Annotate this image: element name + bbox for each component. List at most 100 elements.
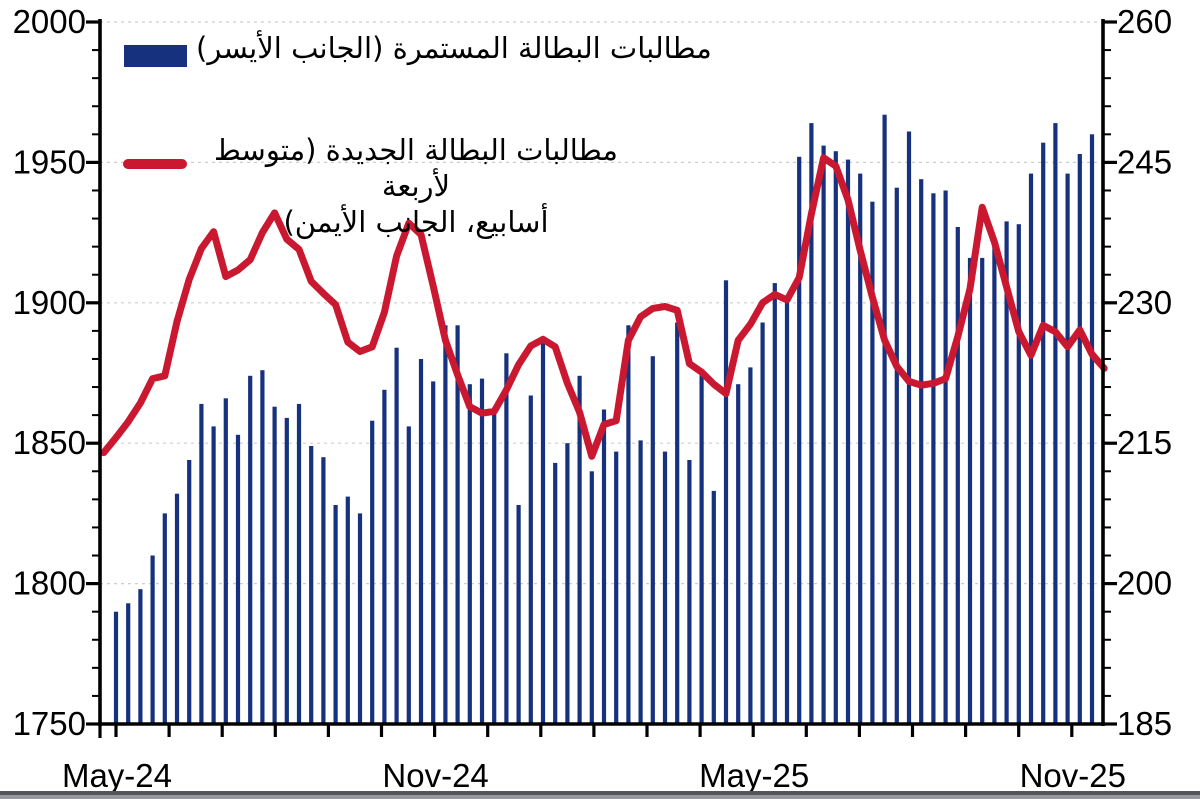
- bar: [357, 513, 363, 724]
- gridlines: [100, 21, 1103, 585]
- initial-claims-legend-label: مطالبات البطالة الجديدة (متوسط لأربعة أس…: [190, 132, 642, 240]
- bar: [638, 440, 643, 724]
- bar: [235, 434, 241, 724]
- bar: [821, 145, 826, 725]
- bar: [955, 227, 960, 724]
- bar: [882, 114, 887, 724]
- right-tick-label: 230: [1117, 284, 1172, 321]
- bar: [1077, 154, 1082, 724]
- x-tick-label: Nov-24: [382, 757, 488, 794]
- bar: [1065, 173, 1070, 725]
- bar: [858, 173, 863, 725]
- bar: [614, 451, 619, 724]
- bar: [296, 403, 302, 724]
- bar: [1004, 221, 1009, 724]
- bar: [906, 131, 912, 724]
- bar: [833, 151, 838, 724]
- x-tick-label: May-25: [699, 757, 809, 794]
- bar: [223, 398, 228, 724]
- bar: [345, 496, 350, 724]
- continuing-claims-bar-swatch: [124, 45, 187, 67]
- bar: [797, 156, 802, 725]
- bar: [187, 460, 192, 724]
- bar: [784, 300, 790, 724]
- bar: [382, 389, 387, 724]
- left-tick-label: 1850: [13, 424, 86, 461]
- bar: [1041, 142, 1046, 724]
- right-axis-tick-labels: 185 200 215 230 245 260: [1117, 3, 1172, 742]
- bar: [1053, 123, 1058, 725]
- bar: [321, 457, 326, 724]
- bar: [748, 367, 753, 724]
- bar: [992, 246, 997, 724]
- initial-claims-legend-line2: أسابيع، الجانب الأيمن): [283, 205, 549, 239]
- initial-claims-line-swatch: [123, 159, 187, 169]
- bar: [150, 555, 155, 724]
- bar: [760, 322, 765, 724]
- bar: [199, 403, 204, 724]
- bar: [540, 336, 546, 724]
- left-tick-label: 1800: [13, 565, 86, 602]
- bar: [894, 187, 899, 724]
- bar: [1089, 134, 1095, 725]
- right-tick-label: 260: [1117, 3, 1172, 40]
- bar: [662, 451, 668, 724]
- bar: [931, 193, 936, 725]
- bar: [479, 378, 485, 724]
- bar: [126, 603, 131, 724]
- bar: [650, 356, 655, 724]
- bar: [492, 409, 497, 724]
- bar: [467, 384, 472, 724]
- bar: [309, 446, 314, 724]
- line-series: [100, 154, 1108, 460]
- x-tick-label: Nov-25: [1020, 757, 1126, 794]
- bar: [1028, 173, 1034, 725]
- bar: [418, 359, 424, 724]
- bar: [980, 257, 985, 724]
- bar: [248, 375, 253, 724]
- axes: [98, 19, 1105, 726]
- left-tick-label: 2000: [13, 3, 86, 40]
- window-bottom-edge: [0, 791, 1200, 795]
- window-bottom-edge-shadow: [0, 795, 1200, 799]
- bar: [711, 490, 716, 724]
- x-tick-label: May-24: [62, 757, 172, 794]
- x-axis-tick-labels: May-24 Nov-24 May-25 Nov-25: [62, 757, 1126, 794]
- bar: [333, 505, 338, 724]
- bar: [431, 381, 436, 724]
- left-tick-label: 1900: [13, 284, 86, 321]
- bar: [577, 375, 582, 724]
- bar: [687, 460, 692, 724]
- right-tick-label: 215: [1117, 424, 1172, 461]
- right-tick-label: 245: [1117, 143, 1172, 180]
- bar: [455, 325, 460, 724]
- bar: [919, 179, 924, 724]
- bar: [699, 373, 704, 724]
- bar: [284, 417, 289, 724]
- bar: [723, 280, 729, 724]
- bar: [565, 443, 570, 724]
- left-tick-label: 1750: [13, 705, 86, 742]
- bar: [504, 353, 509, 724]
- bar: [809, 123, 814, 725]
- continuing-claims-legend-label: مطالبات البطالة المستمرة (الجانب الأيسر): [196, 31, 712, 65]
- initial-claims-line: [100, 154, 1108, 460]
- bar: [113, 611, 119, 724]
- bar: [260, 370, 265, 724]
- bar: [370, 420, 375, 724]
- bar: [601, 409, 607, 724]
- bar: [174, 493, 180, 724]
- bar: [528, 395, 533, 724]
- initial-claims-legend-line1: مطالبات البطالة الجديدة (متوسط لأربعة: [214, 133, 618, 203]
- bar: [406, 426, 411, 724]
- bar: [626, 325, 631, 724]
- bar: [675, 322, 680, 724]
- bar: [272, 406, 277, 724]
- bar: [443, 325, 448, 724]
- bar: [736, 384, 741, 724]
- bar: [553, 462, 558, 724]
- right-tick-label: 185: [1117, 705, 1172, 742]
- bar: [138, 589, 143, 724]
- bar: [211, 426, 216, 724]
